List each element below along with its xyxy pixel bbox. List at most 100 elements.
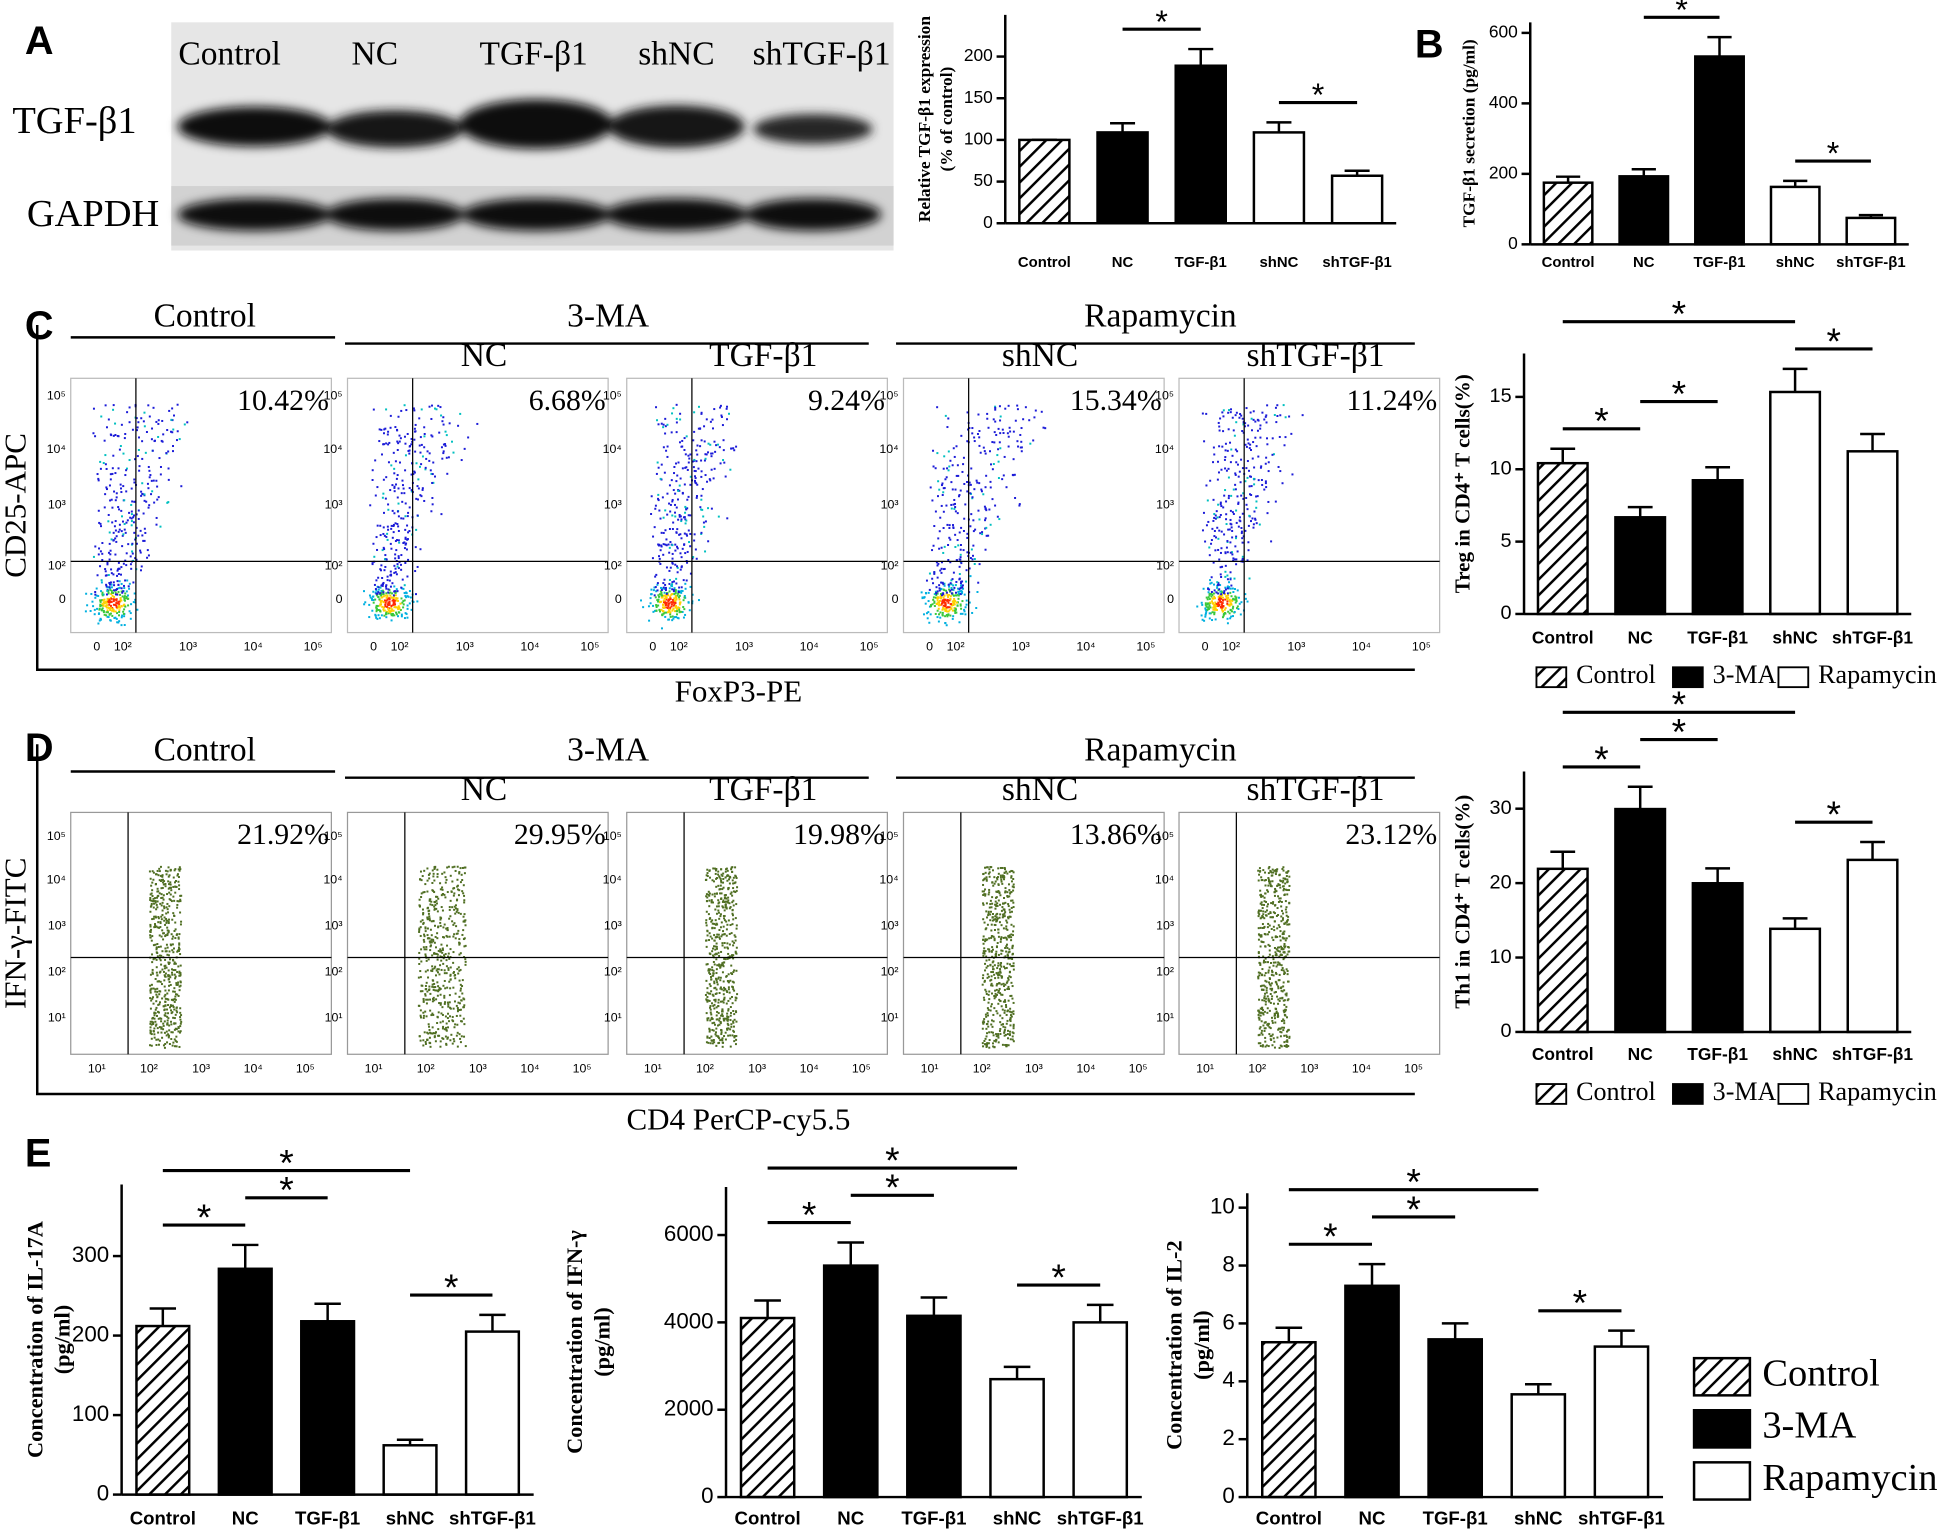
flow-event: [418, 929, 421, 931]
flow-event: [111, 472, 114, 475]
flow-event: [1264, 961, 1267, 964]
flow-event: [118, 600, 121, 603]
flow-event: [953, 507, 956, 510]
flow-event: [1230, 448, 1233, 451]
flow-event: [722, 914, 725, 917]
flow-event: [441, 948, 444, 951]
flow-d-frame: [35, 744, 1415, 1096]
flow-event: [1242, 423, 1245, 426]
flow-event: [1019, 433, 1022, 436]
flow-event: [660, 531, 663, 534]
flow-event: [672, 607, 675, 610]
flow-event: [662, 599, 665, 602]
flow-event: [102, 462, 105, 465]
flow-event: [674, 594, 677, 597]
flow-event: [948, 536, 951, 539]
flow-event: [105, 606, 108, 609]
flow-event: [1012, 1027, 1015, 1030]
flow-event: [729, 875, 731, 878]
flow-event: [1219, 584, 1222, 587]
flow-event: [705, 895, 708, 898]
flow-event: [375, 604, 378, 607]
flow-event: [1268, 881, 1271, 884]
flow-event: [432, 997, 435, 1000]
flow-event: [1241, 541, 1244, 544]
flow-event: [112, 610, 115, 613]
flow-event: [183, 423, 186, 426]
flow-event: [442, 893, 445, 896]
flow-event: [397, 442, 400, 445]
flow-event: [1217, 592, 1220, 595]
flow-x-tick: 10³: [192, 1061, 210, 1075]
flow-event: [942, 593, 945, 596]
flow-event: [179, 1025, 182, 1028]
flow-event: [982, 996, 985, 999]
flow-event: [459, 987, 462, 990]
flow-event: [692, 466, 695, 469]
flow-event: [137, 517, 140, 520]
flow-event: [985, 1035, 988, 1038]
flow-event: [138, 469, 141, 472]
flow-event: [960, 434, 963, 437]
flow-event: [1220, 505, 1223, 508]
flow-event: [982, 446, 985, 449]
flow-event: [925, 579, 928, 582]
flow-event: [944, 414, 947, 417]
flow-event: [464, 960, 467, 963]
flow-event: [717, 1005, 720, 1008]
flow-event: [390, 619, 393, 622]
flow-event: [932, 465, 935, 468]
flow-event: [112, 434, 115, 437]
flow-event: [1007, 445, 1010, 448]
flow-event: [159, 465, 162, 468]
flow-event: [726, 923, 729, 926]
flow-event: [997, 1033, 1000, 1036]
flow-event: [122, 562, 125, 565]
flow-event: [1269, 1001, 1272, 1004]
flow-event: [1012, 968, 1015, 971]
flow-event: [723, 909, 726, 912]
flow-event: [660, 594, 663, 597]
flow-event: [1226, 602, 1229, 605]
flow-event: [943, 594, 946, 597]
flow-event: [429, 928, 432, 931]
flow-event: [1206, 603, 1209, 606]
flow-event: [178, 989, 181, 992]
flow-event: [443, 969, 446, 972]
flow-event: [995, 905, 998, 908]
flow-event: [382, 608, 385, 611]
flow-event: [392, 609, 395, 612]
flow-event: [449, 973, 452, 976]
flow-event: [402, 487, 405, 490]
flow-event: [400, 615, 403, 618]
flow-event: [414, 546, 417, 549]
flow-event: [421, 984, 424, 987]
flow-event: [1240, 532, 1243, 535]
flow-event: [403, 435, 406, 438]
flow-event: [173, 961, 176, 964]
flow-event: [390, 614, 393, 617]
flow-event: [725, 928, 728, 931]
flow-event: [709, 876, 712, 879]
flow-event: [1249, 475, 1251, 478]
flow-event: [950, 503, 953, 506]
flow-event: [152, 957, 155, 960]
flow-event: [661, 606, 664, 609]
flow-event: [142, 512, 145, 515]
flow-event: [672, 588, 675, 591]
flow-event: [664, 432, 667, 435]
flow-event: [982, 918, 985, 921]
flow-event: [1256, 429, 1259, 432]
flow-event: [167, 929, 170, 932]
flow-event: [1208, 588, 1211, 591]
flow-event: [730, 447, 733, 450]
flow-event: [163, 974, 166, 977]
flow-event: [1003, 876, 1006, 879]
flow-event: [402, 600, 405, 603]
flow-event: [673, 465, 676, 468]
flow-event: [463, 899, 466, 902]
flow-event: [722, 1001, 725, 1004]
flow-event: [123, 603, 126, 606]
flow-event: [1251, 457, 1254, 460]
flow-event: [178, 866, 181, 869]
